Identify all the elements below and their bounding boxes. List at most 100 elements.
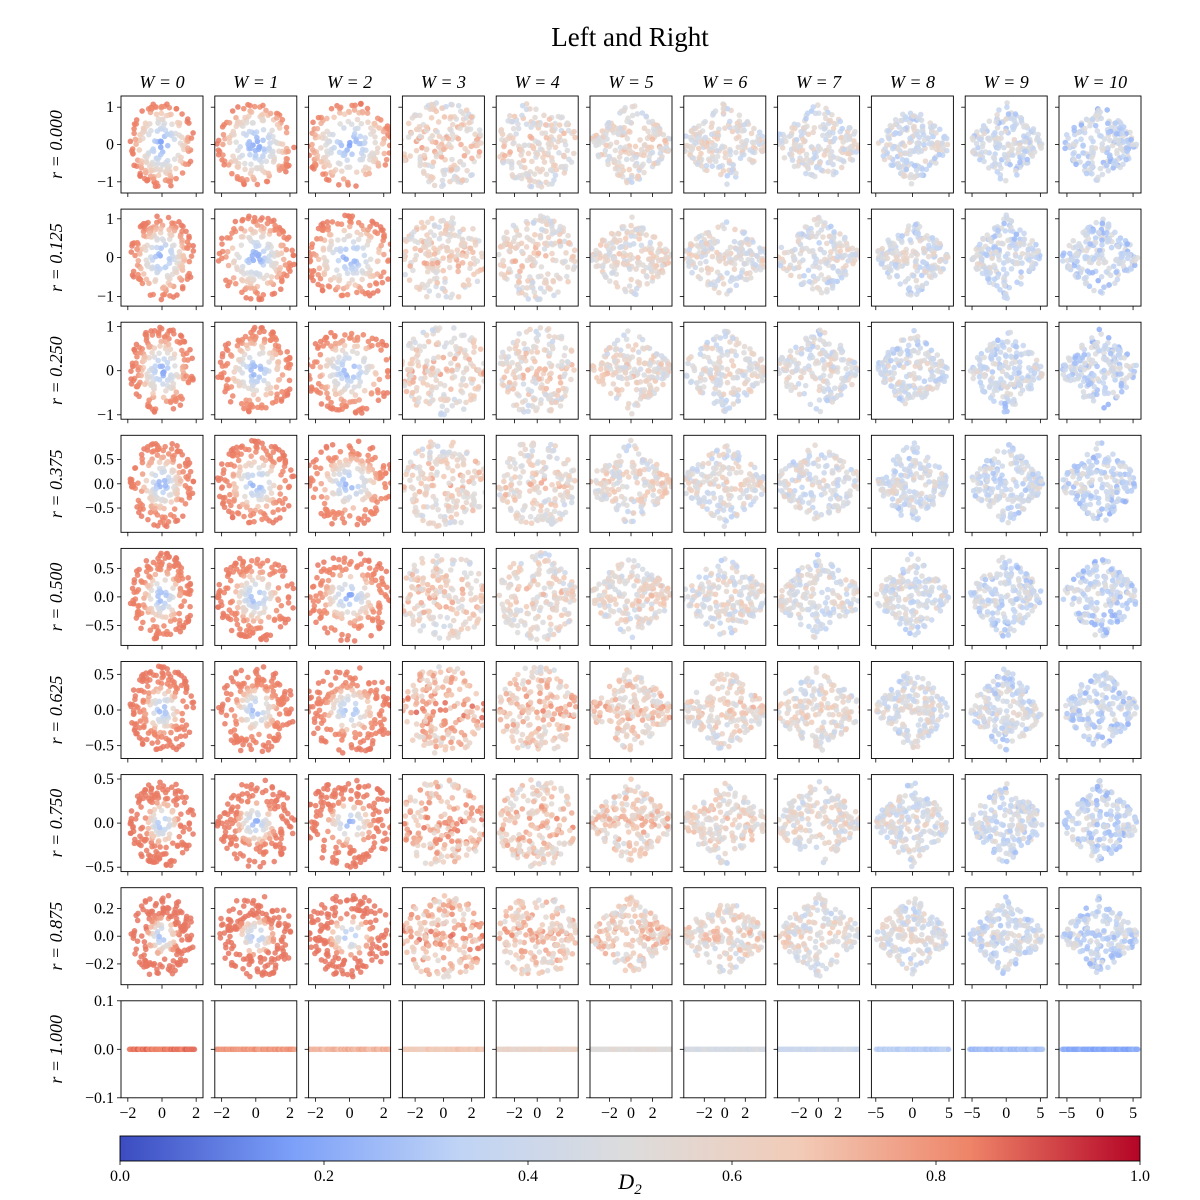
data-point	[833, 121, 839, 128]
data-point	[139, 108, 145, 114]
data-point	[831, 229, 837, 235]
data-point	[157, 151, 164, 158]
data-point	[1078, 136, 1084, 143]
data-point	[710, 112, 716, 118]
data-point	[497, 153, 503, 160]
data-point	[740, 230, 747, 237]
data-point	[697, 129, 703, 136]
data-point	[470, 376, 477, 383]
data-point	[144, 177, 150, 184]
data-point	[737, 122, 743, 129]
data-point	[224, 347, 231, 354]
data-point	[357, 101, 364, 107]
data-point	[753, 252, 760, 259]
data-point	[878, 260, 885, 267]
data-point	[240, 233, 246, 240]
data-point	[407, 153, 414, 159]
data-point	[716, 258, 723, 264]
data-point	[364, 242, 371, 248]
data-point	[779, 145, 786, 151]
data-point	[1134, 254, 1141, 261]
data-point	[415, 399, 421, 406]
data-point	[512, 245, 519, 251]
data-point	[1099, 147, 1106, 154]
data-point	[455, 362, 461, 369]
data-point	[612, 147, 619, 154]
data-point	[233, 114, 239, 121]
data-point	[659, 262, 665, 269]
data-point	[759, 257, 766, 264]
data-point	[402, 252, 407, 258]
data-point	[363, 345, 369, 352]
data-point	[454, 366, 460, 373]
data-point	[243, 401, 250, 407]
data-point	[633, 285, 640, 292]
data-point	[351, 258, 358, 264]
data-point	[541, 289, 548, 295]
data-point	[629, 214, 635, 220]
data-point	[748, 275, 754, 281]
data-point	[507, 113, 513, 119]
data-point	[509, 359, 516, 366]
row-label: r = 0.125	[46, 223, 66, 292]
data-point	[1071, 127, 1078, 134]
data-point	[650, 274, 656, 281]
data-point	[438, 183, 445, 190]
data-point	[184, 116, 191, 122]
data-point	[910, 273, 917, 279]
data-point	[412, 339, 418, 346]
data-point	[273, 115, 280, 121]
data-point	[518, 240, 525, 247]
data-point	[434, 279, 441, 286]
data-point	[335, 365, 341, 372]
data-point	[427, 278, 433, 285]
data-point	[260, 153, 266, 160]
data-point	[149, 147, 155, 154]
data-point	[229, 108, 236, 114]
data-point	[385, 258, 391, 264]
data-point	[526, 177, 533, 184]
data-point	[626, 265, 633, 271]
data-point	[510, 125, 517, 132]
data-point	[372, 139, 379, 146]
data-point	[1095, 229, 1102, 236]
data-point	[330, 131, 336, 138]
data-point	[538, 264, 545, 270]
data-point	[237, 119, 243, 126]
data-point	[703, 162, 710, 169]
data-point	[308, 143, 311, 150]
data-point	[226, 134, 232, 141]
data-point	[649, 136, 656, 143]
data-point	[722, 125, 728, 131]
data-point	[1109, 142, 1116, 149]
data-point	[902, 278, 909, 285]
data-point	[1008, 266, 1015, 272]
data-point	[416, 112, 423, 119]
data-point	[930, 264, 936, 271]
data-point	[646, 157, 652, 164]
data-point	[821, 223, 827, 229]
data-point	[732, 226, 738, 233]
data-point	[256, 144, 262, 151]
data-point	[688, 128, 695, 134]
data-point	[741, 261, 748, 267]
data-point	[539, 218, 546, 224]
data-point	[515, 231, 521, 238]
data-point	[186, 258, 193, 265]
data-point	[308, 379, 309, 382]
subplot: W = 5	[586, 72, 673, 197]
data-point	[903, 258, 910, 264]
data-point	[185, 379, 192, 386]
data-point	[899, 239, 905, 245]
data-point	[463, 115, 470, 121]
data-point	[556, 227, 563, 233]
data-point	[375, 397, 382, 404]
data-point	[279, 141, 286, 147]
data-point	[428, 173, 435, 180]
data-point	[1008, 224, 1014, 231]
data-point	[354, 229, 360, 236]
data-point	[943, 254, 949, 261]
data-point	[326, 283, 333, 290]
subplot: W = 9	[961, 72, 1048, 197]
data-point	[712, 108, 719, 114]
